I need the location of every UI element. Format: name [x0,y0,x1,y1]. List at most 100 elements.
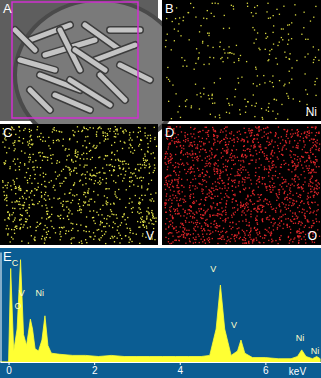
map-dot [76,157,77,158]
map-dot [246,61,247,62]
map-dot [285,141,286,142]
map-dot [118,165,119,166]
map-dot [241,155,242,156]
map-dot [140,140,141,141]
map-dot [68,219,69,220]
map-dot [41,184,42,185]
map-dot [314,139,315,140]
map-dot [5,198,6,199]
map-dot [227,98,228,99]
map-dot [7,225,8,226]
map-dot [302,231,303,232]
map-dot [191,210,192,211]
map-dot [194,239,195,240]
map-dot [168,199,169,200]
map-dot [150,138,151,139]
map-dot [85,196,86,197]
map-dot [217,3,218,4]
map-dot [262,207,263,208]
map-dot [239,238,240,239]
map-dot [203,64,204,65]
map-dot [23,130,24,131]
map-dot [198,158,199,159]
rod [20,60,55,70]
map-dot [190,182,191,183]
rod [110,28,140,33]
map-dot [247,148,248,149]
map-dot [27,180,28,181]
map-dot [249,200,250,201]
map-dot [198,176,199,177]
map-dot [114,193,115,194]
map-dot [171,118,172,119]
map-dot [209,230,210,231]
map-dot [90,175,91,176]
map-dot [254,138,255,139]
map-dot [144,156,145,157]
map-dot [254,208,255,209]
map-dot [301,156,302,157]
map-dot [147,151,148,152]
map-dot [75,153,76,154]
map-dot [102,179,103,180]
map-dot [100,182,101,183]
map-dot [171,140,172,141]
map-dot [12,143,13,144]
map-dot [316,214,317,215]
map-dot [298,240,299,241]
map-dot [231,228,232,229]
map-dot [86,153,87,154]
map-dot [233,8,234,9]
map-dot [294,169,295,170]
map-dot [10,166,11,167]
map-dot [84,192,85,193]
map-dot [39,201,40,202]
map-dot [87,129,88,130]
map-dot [173,208,174,209]
map-dot [235,89,236,90]
map-dot [117,238,118,239]
map-dot [43,156,44,157]
map-dot [290,232,291,233]
map-dot [241,138,242,139]
map-dot [73,170,74,171]
map-dot [269,215,270,216]
map-dot [48,231,49,232]
map-dot [18,126,19,127]
map-dot [225,218,226,219]
map-dot [282,39,283,40]
map-dot [313,139,314,140]
map-dot [16,226,17,227]
map-dot [285,179,286,180]
map-dot [213,144,214,145]
map-dot [209,234,210,235]
map-dot [124,142,125,143]
map-dot [58,140,59,141]
map-dot [237,210,238,211]
map-dot [234,155,235,156]
map-dot [211,206,212,207]
map-dot [175,162,176,163]
map-dot [244,243,245,244]
map-dot [309,207,310,208]
map-dot [172,21,173,22]
map-dot [81,154,82,155]
map-dot [232,207,233,208]
map-dot [105,138,106,139]
rod-shadow [30,90,50,110]
map-dot [173,191,174,192]
map-dot [60,239,61,240]
map-dot [298,243,299,244]
map-dot [140,222,141,223]
map-dot [195,84,196,85]
map-dot [253,42,254,43]
map-dot [41,217,42,218]
map-dot [87,136,88,137]
map-dot [149,166,150,167]
map-dot [104,173,105,174]
map-dot [247,172,248,173]
map-dot [213,136,214,137]
map-dot [209,150,210,151]
map-dot [179,240,180,241]
map-dot [122,131,123,132]
